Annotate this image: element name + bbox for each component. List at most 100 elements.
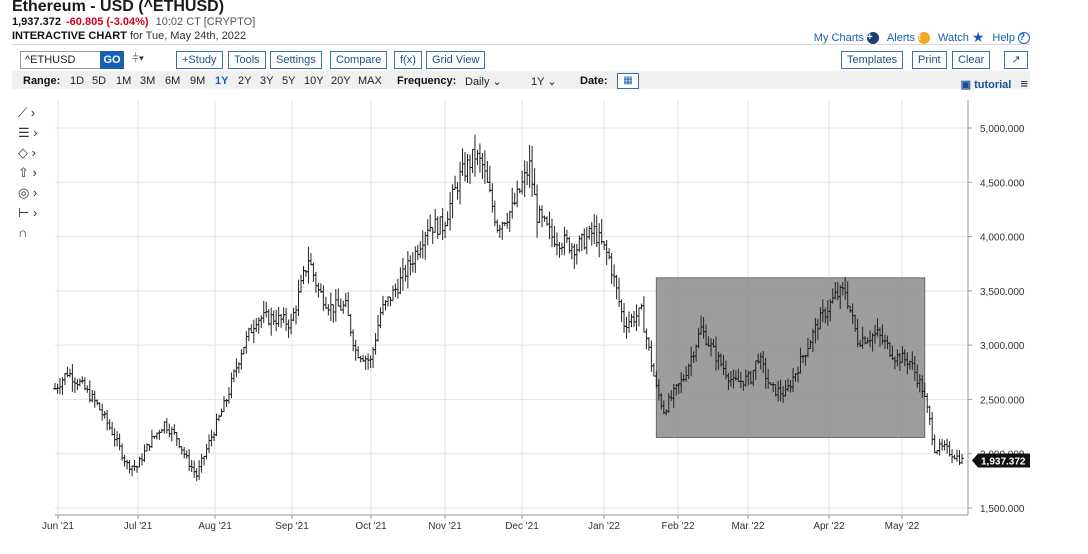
ohlc-bar — [199, 453, 204, 473]
ohlc-bar — [299, 274, 304, 293]
alerts-link[interactable]: Alerts! — [887, 31, 931, 44]
watch-label: Watch — [938, 31, 969, 44]
clear-button[interactable]: Clear — [952, 51, 991, 69]
frequency-select[interactable]: Daily ⌄ — [465, 75, 502, 88]
ohlc-bar — [619, 299, 624, 323]
chart-date-line: INTERACTIVE CHART for Tue, May 24th, 202… — [12, 30, 246, 42]
ohlc-bar — [577, 235, 582, 253]
fib-tool-icon[interactable]: ☰ › — [18, 125, 38, 140]
ohlc-bar — [460, 148, 465, 176]
ohlc-bar — [112, 428, 117, 447]
help-icon: ? — [1018, 31, 1030, 44]
range-1d[interactable]: 1D — [70, 75, 85, 87]
ohlc-bar — [612, 264, 617, 287]
x-tick-label: Nov '21 — [428, 521, 462, 532]
ohlc-bar — [589, 222, 594, 246]
range-10y[interactable]: 10Y — [304, 75, 324, 87]
watch-link[interactable]: Watch ★ — [938, 29, 984, 46]
templates-button[interactable]: Templates — [841, 51, 904, 69]
ohlc-bar — [284, 307, 289, 332]
top-links: My Charts + Alerts! Watch ★ Help? — [814, 29, 1030, 46]
arrow-tool-icon[interactable]: ⇧ › — [18, 165, 37, 180]
ohlc-bar — [599, 218, 604, 245]
ohlc-bar — [549, 218, 554, 248]
ohlc-bar — [207, 434, 212, 453]
ohlc-bar — [433, 208, 438, 233]
print-button[interactable]: Print — [912, 51, 947, 69]
ohlc-bar — [557, 242, 562, 258]
period-select[interactable]: 1Y ⌄ — [531, 75, 557, 88]
page-title: Ethereum - USD (^ETHUSD) — [12, 0, 225, 15]
range-6m[interactable]: 6M — [165, 75, 181, 87]
ohlc-bar — [505, 212, 510, 229]
calendar-icon[interactable]: ▦ — [617, 73, 639, 89]
ohlc-bar — [540, 205, 545, 228]
range-2y[interactable]: 2Y — [238, 75, 252, 87]
range-9m[interactable]: 9M — [190, 75, 206, 87]
ohlc-bar — [465, 153, 470, 183]
ohlc-bar — [485, 160, 490, 184]
symbol-input[interactable]: ^ETHUSD — [20, 51, 102, 69]
range-label: Range: — [23, 75, 61, 87]
shape-tool-icon[interactable]: ◇ › — [18, 145, 36, 160]
ohlc-bar — [157, 429, 162, 440]
study-button[interactable]: +Study — [176, 51, 223, 69]
ohlc-bar — [937, 438, 942, 456]
highlight-box — [655, 277, 926, 438]
my-charts-link[interactable]: My Charts + — [814, 31, 879, 44]
ohlc-bar — [641, 296, 646, 333]
measure-tool-icon[interactable]: ⊢ › — [18, 205, 38, 220]
ohlc-bar — [321, 285, 326, 311]
bar-style-icon[interactable]: ⫩▾ — [132, 51, 144, 65]
chart-label: INTERACTIVE CHART — [12, 30, 127, 42]
settings-button[interactable]: Settings — [270, 51, 322, 69]
ohlc-bars — [53, 134, 964, 481]
ohlc-bar — [313, 271, 318, 293]
magnet-icon[interactable]: ∩ — [18, 225, 28, 240]
ohlc-bar — [197, 460, 202, 480]
ohlc-bar — [490, 183, 495, 213]
range-20y[interactable]: 20Y — [331, 75, 351, 87]
ohlc-bar — [55, 383, 60, 394]
range-5d[interactable]: 5D — [92, 75, 107, 87]
go-button[interactable]: GO — [100, 51, 124, 69]
ohlc-bar — [269, 307, 274, 336]
range-3y[interactable]: 3Y — [260, 75, 274, 87]
fx-button[interactable]: f(x) — [394, 51, 422, 69]
ohlc-bar — [927, 405, 932, 425]
ohlc-bar — [530, 145, 535, 197]
range-1m[interactable]: 1M — [116, 75, 132, 87]
ohlc-bar — [221, 395, 226, 413]
ohlc-bar — [172, 424, 177, 435]
range-max[interactable]: MAX — [358, 75, 382, 87]
menu-icon[interactable]: ≡ — [1020, 76, 1028, 91]
expand-icon[interactable]: ↗ — [1004, 51, 1028, 69]
tutorial-link[interactable]: ▣ tutorial ≡ — [961, 76, 1028, 91]
ohlc-bar — [72, 377, 77, 393]
y-tick-label: 2,500.000 — [980, 395, 1025, 406]
ohlc-bar — [167, 423, 172, 438]
line-tool-icon[interactable]: ⟋ › — [18, 105, 36, 120]
tools-button[interactable]: Tools — [228, 51, 266, 69]
grid-view-button[interactable]: Grid View — [426, 51, 486, 69]
ohlc-bar — [132, 459, 137, 471]
range-5y[interactable]: 5Y — [282, 75, 296, 87]
range-1y[interactable]: 1Y — [215, 75, 229, 87]
help-label: Help — [992, 31, 1015, 44]
ohlc-bar — [311, 262, 316, 282]
ohlc-bar — [594, 215, 599, 247]
ohlc-bar — [443, 221, 448, 239]
range-3m[interactable]: 3M — [140, 75, 156, 87]
x-tick-label: Feb '22 — [661, 521, 694, 532]
annotation-tool-icon[interactable]: ◎ › — [18, 185, 38, 200]
ohlc-bar — [368, 355, 373, 369]
y-tick-label: 4,000.000 — [980, 233, 1025, 244]
ohlc-bar — [67, 368, 72, 378]
help-link[interactable]: Help? — [992, 31, 1030, 44]
ohlc-bar — [378, 307, 383, 329]
ohlc-bar — [266, 309, 271, 326]
ohlc-bar — [636, 307, 641, 327]
compare-button[interactable]: Compare — [330, 51, 388, 69]
ohlc-bar — [130, 465, 135, 477]
